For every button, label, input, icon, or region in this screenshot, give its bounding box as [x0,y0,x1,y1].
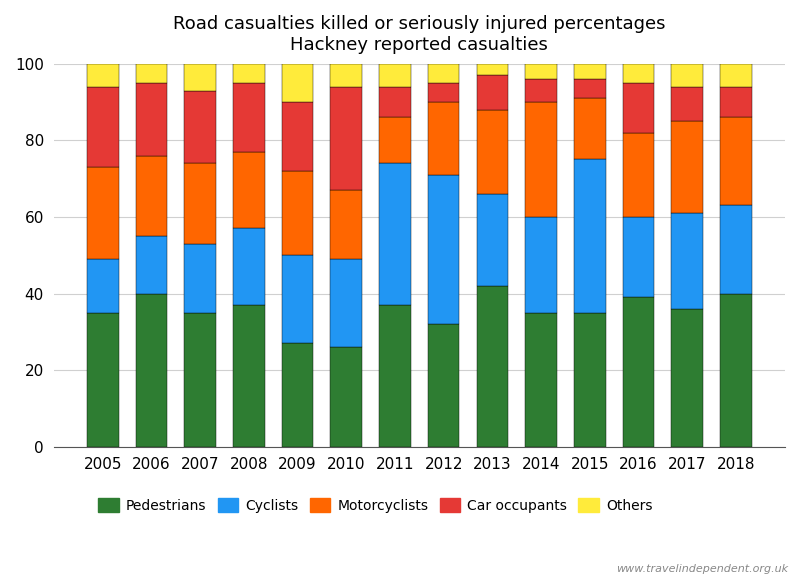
Bar [574,79,606,98]
Bar [330,86,362,190]
Bar [282,171,314,255]
Bar [87,259,118,313]
Bar [526,217,557,313]
Bar [720,64,752,86]
Bar [379,117,410,164]
Bar [233,305,265,447]
Bar [671,213,703,309]
Bar [428,175,459,324]
Bar [379,64,410,86]
Bar [622,217,654,298]
Bar [477,286,508,447]
Bar [330,259,362,347]
Bar [184,244,216,313]
Bar [622,133,654,217]
Bar [671,309,703,447]
Bar [379,305,410,447]
Bar [330,64,362,86]
Bar [526,313,557,447]
Bar [477,194,508,286]
Bar [622,83,654,133]
Legend: Pedestrians, Cyclists, Motorcyclists, Car occupants, Others: Pedestrians, Cyclists, Motorcyclists, Ca… [93,492,658,518]
Bar [428,102,459,175]
Bar [87,86,118,167]
Bar [282,64,314,102]
Bar [184,64,216,90]
Bar [135,64,167,83]
Bar [477,110,508,194]
Bar [135,236,167,293]
Bar [574,98,606,160]
Bar [671,64,703,86]
Bar [574,64,606,79]
Bar [184,90,216,164]
Bar [87,167,118,259]
Bar [379,86,410,117]
Bar [671,86,703,121]
Bar [282,255,314,343]
Bar [379,164,410,305]
Text: www.travelindependent.org.uk: www.travelindependent.org.uk [616,564,788,574]
Bar [720,293,752,447]
Bar [671,121,703,213]
Bar [526,64,557,79]
Bar [184,313,216,447]
Bar [720,205,752,293]
Bar [526,102,557,217]
Bar [87,313,118,447]
Bar [330,347,362,447]
Bar [233,229,265,305]
Bar [282,343,314,447]
Bar [233,152,265,229]
Bar [622,298,654,447]
Bar [526,79,557,102]
Bar [574,313,606,447]
Bar [282,102,314,171]
Bar [87,64,118,86]
Bar [720,86,752,117]
Bar [477,64,508,75]
Bar [477,75,508,110]
Bar [135,155,167,236]
Bar [184,164,216,244]
Bar [720,117,752,205]
Bar [428,83,459,102]
Bar [330,190,362,259]
Bar [428,324,459,447]
Bar [428,64,459,83]
Bar [233,83,265,152]
Bar [622,64,654,83]
Title: Road casualties killed or seriously injured percentages
Hackney reported casualt: Road casualties killed or seriously inju… [173,15,666,54]
Bar [135,83,167,155]
Bar [135,293,167,447]
Bar [574,160,606,313]
Bar [233,64,265,83]
